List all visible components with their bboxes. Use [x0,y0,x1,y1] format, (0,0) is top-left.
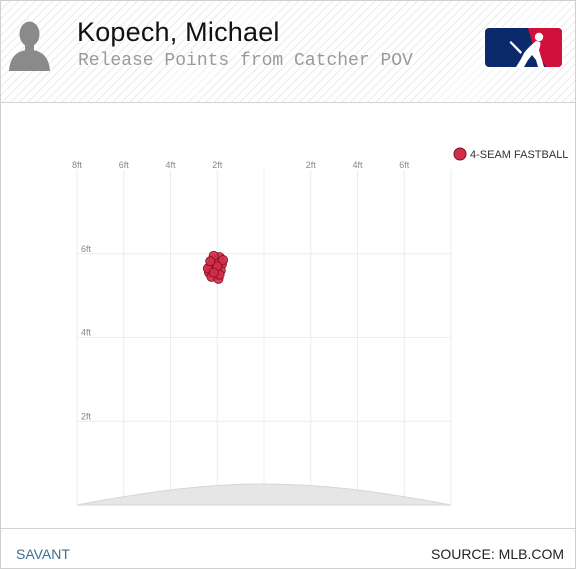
release-point [205,256,216,267]
pitchers-mound [76,483,452,506]
release-point [208,267,219,278]
chart-header: Kopech, Michael Release Points from Catc… [1,1,575,103]
release-point [218,255,229,266]
player-silhouette-icon [9,21,50,71]
player-name: Kopech, Michael [77,17,280,47]
legend-marker-4-seam-fastball [453,147,467,161]
legend: 4-SEAM FASTBALL [453,147,568,161]
y-tick-label: 4ft [81,328,92,338]
x-tick-label: 8ft [72,160,83,170]
x-tick-label: 6ft [119,160,130,170]
x-tick-label: 4ft [352,160,363,170]
y-tick-label: 6ft [81,244,92,254]
x-tick-label: 6ft [399,160,410,170]
release-point-chart: 8ft 6ft 4ft 2ft 2ft 4ft 6ft 2ft 4ft 6ft 4-SEAM FA… [72,147,568,506]
source-label: SOURCE: MLB.COM [430,546,564,562]
points-layer [202,250,229,284]
grid-layer: 8ft 6ft 4ft 2ft 2ft 4ft 6ft 2ft 4ft 6ft [72,160,452,505]
x-tick-label: 2ft [306,160,317,170]
legend-label-4-seam-fastball: 4-SEAM FASTBALL [470,149,568,161]
x-tick-label: 2ft [212,160,223,170]
chart-footer: SAVANT SOURCE: MLB.COM [1,528,575,569]
mlb-logo-icon [484,27,563,68]
savant-link[interactable]: SAVANT [16,546,70,562]
y-tick-label: 2ft [81,411,92,421]
chart-subtitle: Release Points from Catcher POV [78,51,413,71]
x-tick-label: 4ft [165,160,176,170]
